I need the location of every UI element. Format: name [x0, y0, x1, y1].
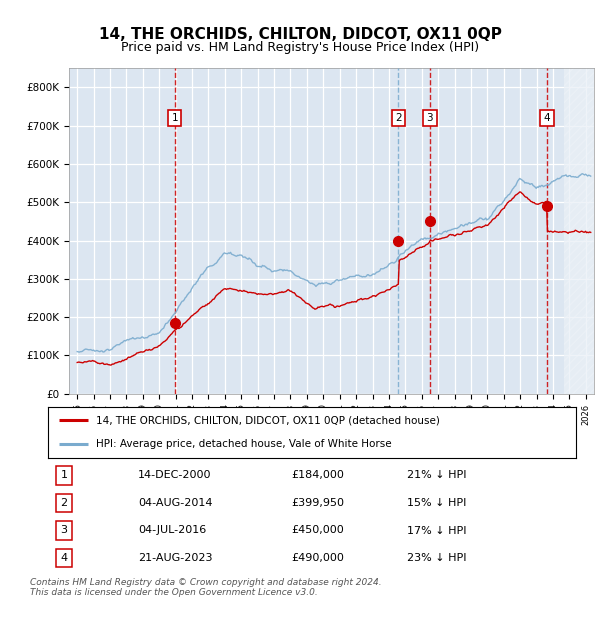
Text: 1: 1 — [61, 471, 67, 480]
Text: 23% ↓ HPI: 23% ↓ HPI — [407, 553, 467, 563]
Text: £184,000: £184,000 — [291, 471, 344, 480]
Text: 2: 2 — [60, 498, 67, 508]
Text: 15% ↓ HPI: 15% ↓ HPI — [407, 498, 466, 508]
Text: 21% ↓ HPI: 21% ↓ HPI — [407, 471, 467, 480]
Text: 1: 1 — [172, 113, 178, 123]
Text: 04-AUG-2014: 04-AUG-2014 — [138, 498, 212, 508]
Bar — [564, 68, 600, 394]
Text: £450,000: £450,000 — [291, 526, 344, 536]
Text: £490,000: £490,000 — [291, 553, 344, 563]
Text: 21-AUG-2023: 21-AUG-2023 — [138, 553, 212, 563]
Text: Price paid vs. HM Land Registry's House Price Index (HPI): Price paid vs. HM Land Registry's House … — [121, 41, 479, 54]
Text: 14, THE ORCHIDS, CHILTON, DIDCOT, OX11 0QP: 14, THE ORCHIDS, CHILTON, DIDCOT, OX11 0… — [98, 27, 502, 42]
Text: 17% ↓ HPI: 17% ↓ HPI — [407, 526, 467, 536]
Text: 3: 3 — [61, 526, 67, 536]
Bar — [564, 68, 600, 394]
Text: 4: 4 — [544, 113, 550, 123]
Text: 14-DEC-2000: 14-DEC-2000 — [138, 471, 211, 480]
Text: 3: 3 — [427, 113, 433, 123]
Text: HPI: Average price, detached house, Vale of White Horse: HPI: Average price, detached house, Vale… — [95, 439, 391, 449]
Text: 2: 2 — [395, 113, 402, 123]
Text: Contains HM Land Registry data © Crown copyright and database right 2024.
This d: Contains HM Land Registry data © Crown c… — [30, 578, 382, 597]
Text: £399,950: £399,950 — [291, 498, 344, 508]
Text: 04-JUL-2016: 04-JUL-2016 — [138, 526, 206, 536]
Text: 14, THE ORCHIDS, CHILTON, DIDCOT, OX11 0QP (detached house): 14, THE ORCHIDS, CHILTON, DIDCOT, OX11 0… — [95, 415, 439, 425]
Text: 4: 4 — [60, 553, 67, 563]
